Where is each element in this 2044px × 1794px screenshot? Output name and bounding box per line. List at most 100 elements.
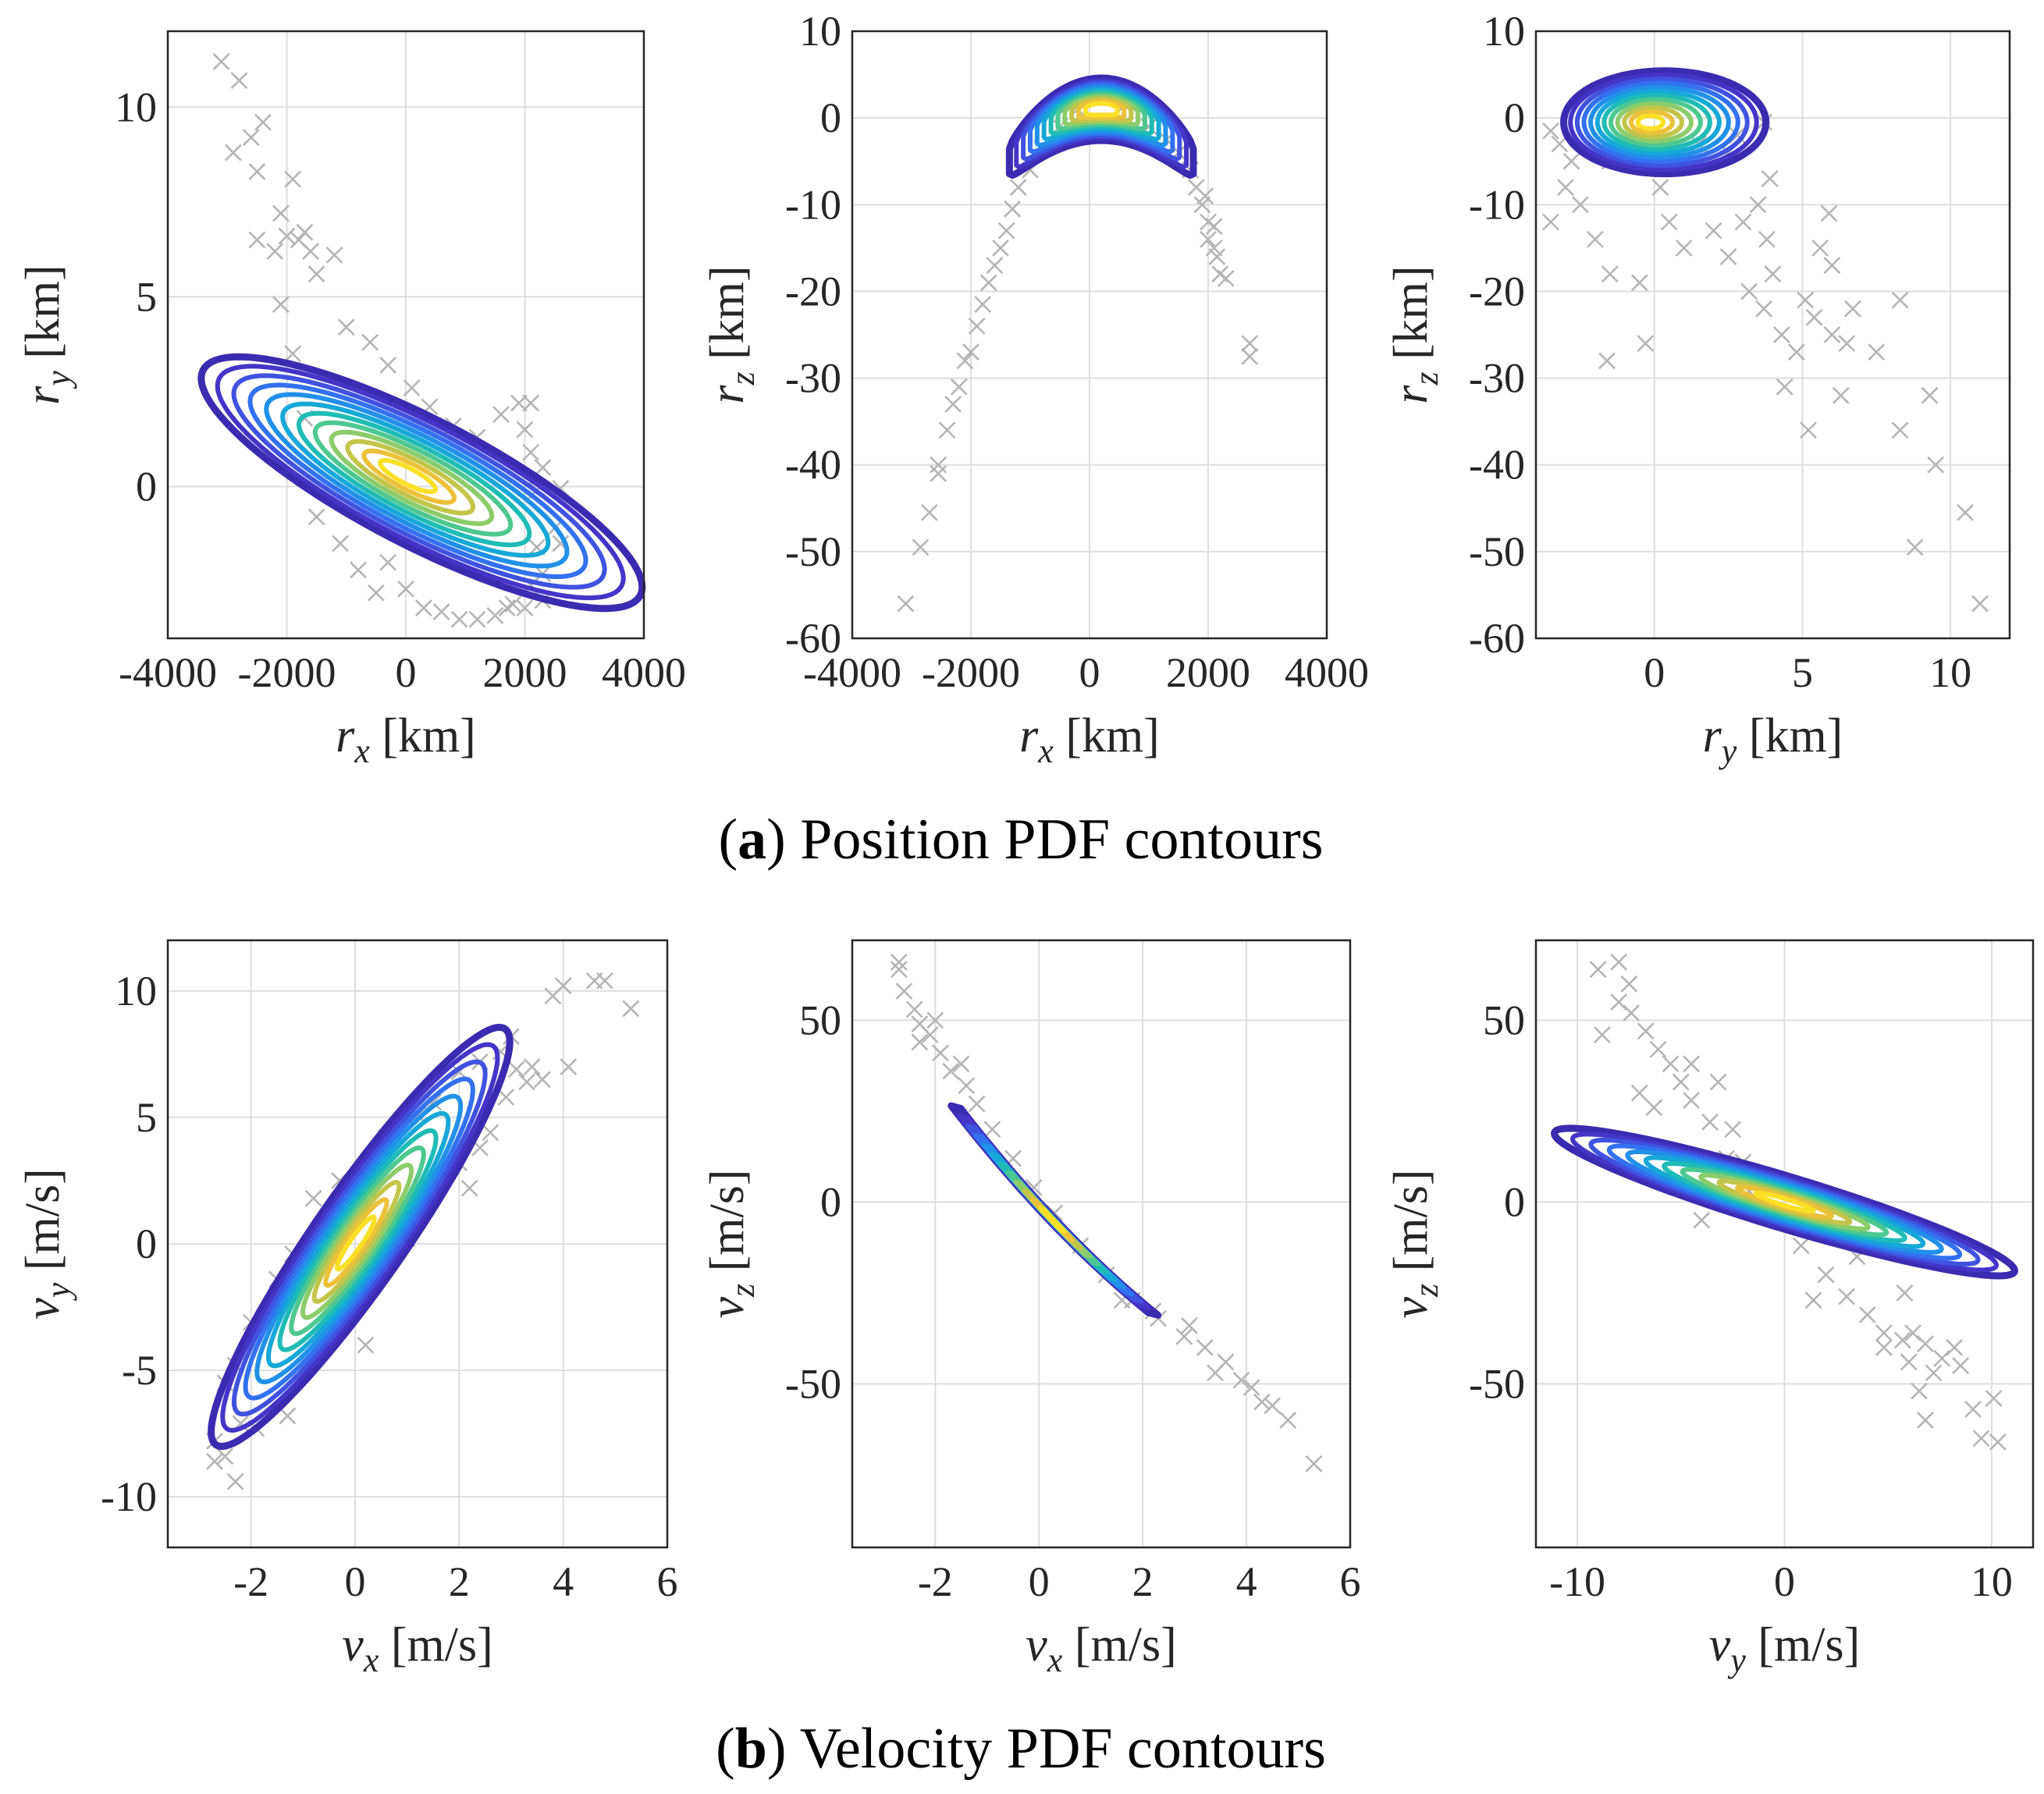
contour-level-7 <box>296 410 532 548</box>
x-tick-label: 4 <box>1236 1558 1257 1605</box>
y-axis-label: vz [m/s] <box>1385 1169 1445 1318</box>
x-tick-label: 6 <box>657 1558 678 1605</box>
sample-marker <box>432 603 450 620</box>
sample-marker <box>1724 1121 1742 1139</box>
contour-level-1 <box>208 1024 514 1451</box>
contour-level-8 <box>1609 97 1703 147</box>
sample-marker <box>895 982 913 1000</box>
x-tick-label: 0 <box>1644 649 1665 696</box>
sample-marker <box>1610 954 1628 971</box>
sample-marker <box>554 977 572 995</box>
contour-level-12 <box>1635 113 1665 131</box>
pdf-contours <box>208 1024 514 1451</box>
x-tick-label: -2 <box>918 1558 953 1605</box>
sample-marker <box>1755 300 1773 318</box>
axes-frame <box>166 939 669 1549</box>
contour-level-2 <box>1568 73 1759 172</box>
sample-marker <box>1911 1382 1928 1400</box>
contour-level-10 <box>1069 96 1134 123</box>
contour-level-7 <box>1662 1161 1907 1243</box>
sample-marker <box>414 599 432 617</box>
sample-marker <box>1875 1338 1893 1356</box>
contour-level-2 <box>220 1042 500 1433</box>
sample-marker <box>1649 1040 1667 1058</box>
sample-marker <box>302 243 319 260</box>
sample-marker <box>522 394 540 412</box>
sample-marker <box>1761 170 1779 187</box>
sample-marker <box>337 318 355 336</box>
sample-marker <box>1645 1099 1663 1117</box>
contour-level-1 <box>1560 67 1770 178</box>
x-axis-label: vy [m/s] <box>1709 1618 1860 1679</box>
sample-marker <box>890 954 908 971</box>
contour-level-11 <box>361 448 457 505</box>
sample-marker <box>1917 1412 1934 1429</box>
sample-marker <box>926 1011 944 1029</box>
contour-level-7 <box>1601 93 1712 152</box>
sample-marker <box>284 345 302 363</box>
x-axis-label: ry [km] <box>1703 709 1843 770</box>
sample-marker <box>278 227 296 245</box>
sample-marker <box>1891 421 1909 439</box>
sample-marker <box>1957 503 1975 521</box>
sample-marker <box>1586 230 1604 248</box>
contour-level-11 <box>1628 109 1675 136</box>
sample-marker <box>242 129 260 147</box>
sample-marker <box>1562 152 1580 170</box>
contour-level-11 <box>323 1197 389 1288</box>
sample-marker <box>1772 326 1790 343</box>
sample-marker <box>206 1452 223 1470</box>
sample-marker <box>1858 1306 1876 1323</box>
sample-marker <box>1207 1364 1225 1382</box>
sample-marker <box>956 352 974 370</box>
sample-marker <box>523 1058 541 1075</box>
y-axis-label: rz [km] <box>1385 265 1445 403</box>
contour-level-4 <box>243 1076 475 1401</box>
sample-marker <box>216 1448 234 1465</box>
y-tick-label: 0 <box>820 94 841 141</box>
sample-marker <box>1701 1114 1719 1131</box>
chart-panel-rx-ry: -4000 -2000 0 2000 4000 0 5 10 rx [km] ry [km] <box>16 30 686 770</box>
sample-marker <box>1964 1401 1982 1418</box>
contour-level-6 <box>1594 89 1722 156</box>
sample-marker <box>1832 386 1850 404</box>
y-tick-label: 5 <box>136 273 157 320</box>
contour-level-8 <box>312 420 514 537</box>
sample-marker <box>942 1062 960 1080</box>
sample-marker <box>1208 248 1226 265</box>
sample-marker <box>920 503 938 521</box>
sample-marker <box>897 595 915 613</box>
y-tick-label: -40 <box>785 442 841 488</box>
sample-marker <box>534 1071 551 1089</box>
contour-level-7 <box>277 1128 439 1352</box>
x-tick-label: 6 <box>1340 1558 1361 1605</box>
y-tick-label: 5 <box>136 1094 157 1141</box>
contour-level-10 <box>311 1180 402 1304</box>
sample-marker <box>230 72 248 90</box>
sample-marker <box>226 1473 244 1490</box>
sample-marker <box>1844 300 1861 318</box>
sample-marker <box>248 231 266 249</box>
axes-frame <box>1534 939 2035 1549</box>
sample-marker <box>1734 213 1752 231</box>
sample-marker <box>930 464 947 482</box>
sample-marker <box>1971 595 1989 613</box>
sample-marker <box>304 1189 322 1207</box>
sample-marker <box>307 265 325 283</box>
sample-marker <box>932 1044 949 1062</box>
y-tick-label: -50 <box>785 1360 841 1407</box>
sample-marker <box>890 961 908 979</box>
sample-marker <box>1253 1393 1271 1411</box>
axes-frame <box>1534 30 2011 640</box>
sample-marker <box>507 1060 525 1078</box>
sample-marker <box>460 1179 478 1197</box>
pdf-contours <box>197 353 646 613</box>
sample-marker <box>497 1089 515 1106</box>
contour-level-12 <box>1037 1206 1067 1234</box>
sample-marker <box>1009 179 1027 196</box>
sample-marker <box>1601 265 1619 283</box>
sample-marker <box>522 443 540 461</box>
y-axis-label: rz [km] <box>701 265 762 403</box>
sample-marker <box>379 356 397 374</box>
